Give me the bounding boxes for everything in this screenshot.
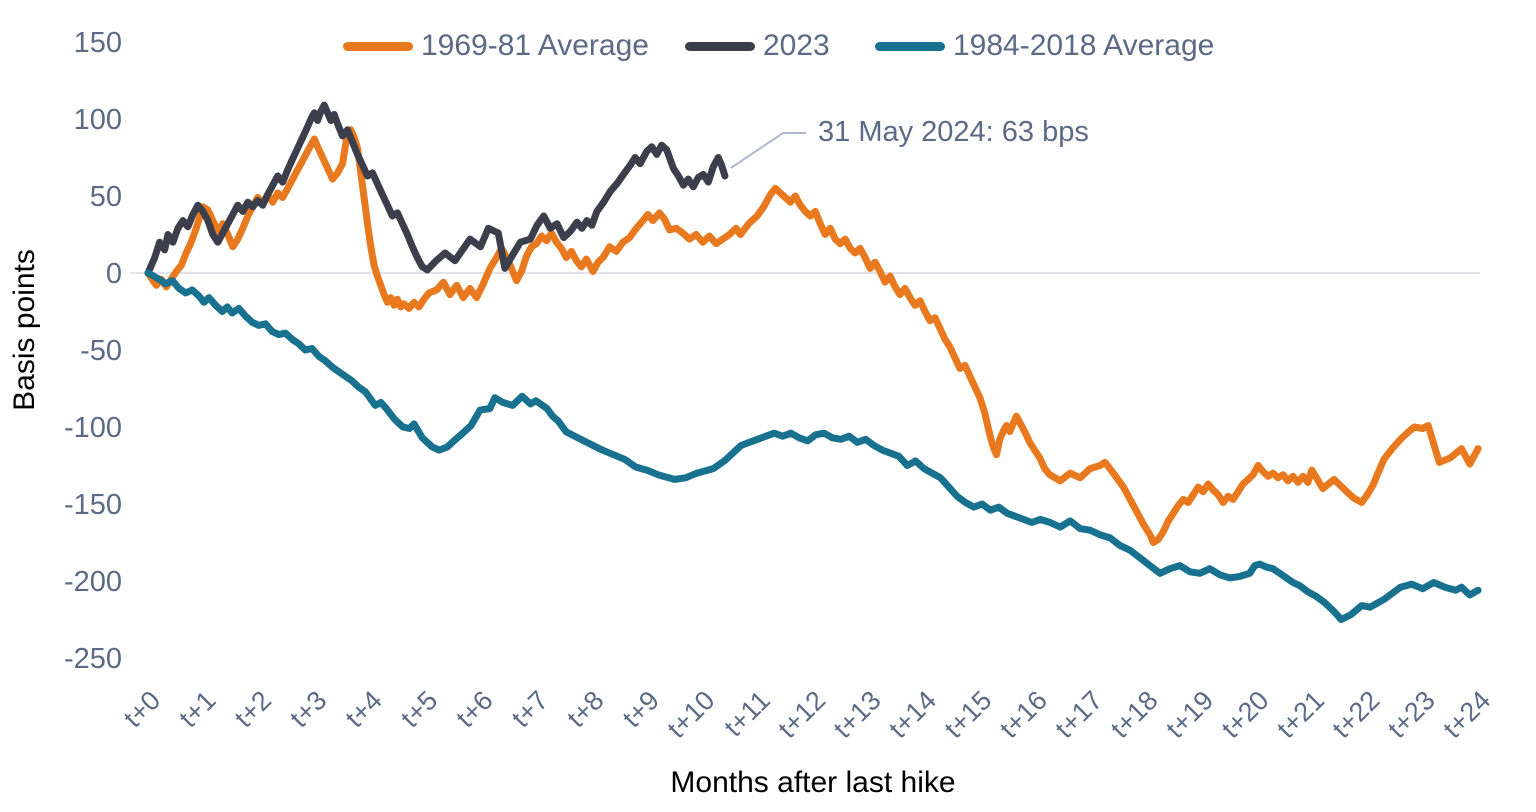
- y-tick--250: -250: [64, 643, 122, 675]
- x-tick-t4: t+4: [340, 685, 388, 733]
- y-tick-150: 150: [74, 27, 122, 59]
- legend-swatch-2023: [685, 41, 755, 51]
- y-axis-tick-labels: 150 100 50 0 -50 -100 -150 -200 -250: [64, 27, 122, 675]
- x-tick-t6: t+6: [450, 685, 498, 733]
- x-tick-t8: t+8: [561, 685, 609, 733]
- x-tick-t10: t+10: [662, 685, 721, 744]
- legend-item-1969-81-average: 1969-81 Average: [343, 28, 649, 64]
- annotation-label: 31 May 2024: 63 bps: [818, 116, 1089, 148]
- x-tick-t24: t+24: [1437, 685, 1496, 744]
- y-tick--50: -50: [80, 335, 122, 367]
- x-tick-t1: t+1: [173, 685, 221, 733]
- legend-label-1984-2018-average: 1984-2018 Average: [953, 29, 1215, 62]
- series-lines: [144, 101, 1482, 623]
- y-tick--200: -200: [64, 566, 122, 598]
- legend-swatch-1984-2018-average: [875, 41, 945, 51]
- series-line-2023: [144, 101, 729, 277]
- x-tick-t9: t+9: [617, 685, 665, 733]
- x-tick-t15: t+15: [939, 685, 998, 744]
- legend-label-1969-81-average: 1969-81 Average: [421, 29, 649, 62]
- series-line-1984-2018-average: [144, 269, 1482, 623]
- x-tick-t14: t+14: [883, 685, 942, 744]
- x-tick-t20: t+20: [1216, 685, 1275, 744]
- x-tick-t12: t+12: [772, 685, 831, 744]
- series-line-1969-81-average: [144, 126, 1482, 546]
- x-tick-t2: t+2: [229, 685, 277, 733]
- y-tick-50: 50: [90, 181, 122, 213]
- x-tick-t23: t+23: [1382, 685, 1441, 744]
- x-axis-title: Months after last hike: [670, 766, 955, 799]
- x-tick-t7: t+7: [506, 685, 554, 733]
- annotation-leader-line: [730, 132, 806, 169]
- y-tick-0: 0: [106, 258, 122, 290]
- x-tick-t19: t+19: [1160, 685, 1219, 744]
- legend-swatch-1969-81-average: [343, 41, 413, 51]
- legend-item-1984-2018-average: 1984-2018 Average: [875, 28, 1214, 64]
- legend-label-2023: 2023: [763, 29, 830, 62]
- legend-item-2023: 2023: [685, 28, 830, 64]
- legend: 1969-81 Average 2023 1984-2018 Average: [0, 28, 1536, 68]
- x-tick-t5: t+5: [395, 685, 443, 733]
- x-tick-t11: t+11: [718, 685, 775, 742]
- x-tick-t18: t+18: [1105, 685, 1164, 744]
- x-tick-t17: t+17: [1049, 685, 1108, 744]
- x-tick-t13: t+13: [828, 685, 887, 744]
- x-tick-t21: t+21: [1271, 685, 1330, 744]
- y-tick--100: -100: [64, 412, 122, 444]
- x-tick-t0: t+0: [118, 685, 166, 733]
- x-axis-tick-labels: t+0 t+1 t+2 t+3 t+4 t+5 t+6 t+7 t+8 t+9t+10t+11t+…: [118, 685, 1496, 744]
- x-tick-t22: t+22: [1327, 685, 1386, 744]
- x-tick-t16: t+16: [994, 685, 1053, 744]
- x-tick-t3: t+3: [284, 685, 332, 733]
- y-tick-100: 100: [74, 104, 122, 136]
- y-tick--150: -150: [64, 489, 122, 521]
- y-axis-title: Basis points: [8, 249, 41, 411]
